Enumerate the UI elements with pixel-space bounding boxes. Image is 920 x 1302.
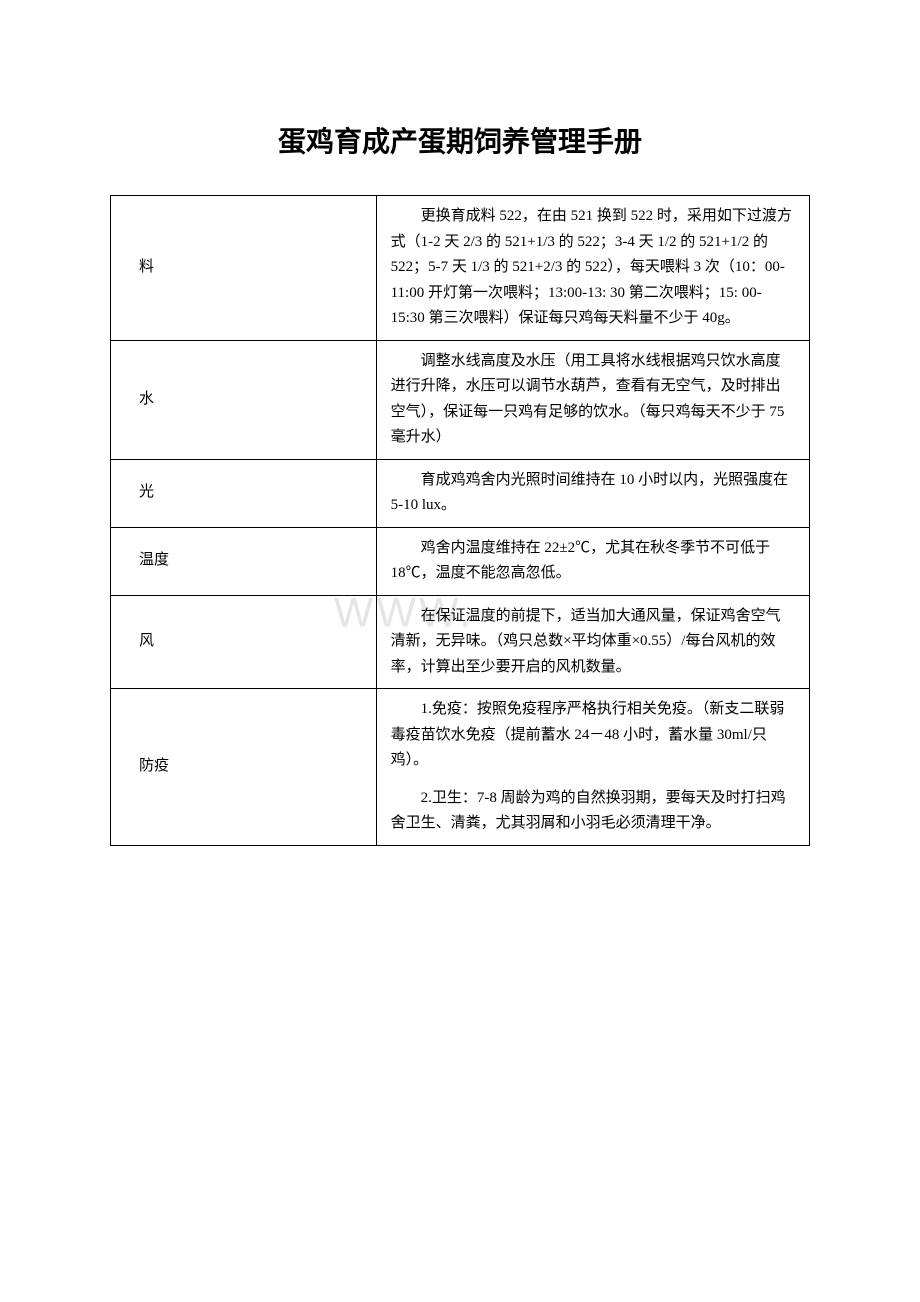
row-label: 光: [111, 459, 377, 527]
table-row: 防疫 1.免疫：按照免疫程序严格执行相关免疫。（新支二联弱毒疫苗饮水免疫（提前蓄…: [111, 689, 810, 846]
row-label: 防疫: [111, 689, 377, 846]
description-paragraph: 1.免疫：按照免疫程序严格执行相关免疫。（新支二联弱毒疫苗饮水免疫（提前蓄水 2…: [391, 697, 795, 774]
description-paragraph: 在保证温度的前提下，适当加大通风量，保证鸡舍空气清新，无异味。（鸡只总数×平均体…: [391, 604, 795, 681]
row-label: 风: [111, 595, 377, 689]
description-paragraph: 更换育成料 522，在由 521 换到 522 时，采用如下过渡方式（1-2 天…: [391, 204, 795, 332]
row-description: 育成鸡鸡舍内光照时间维持在 10 小时以内，光照强度在 5-10 lux。: [376, 459, 809, 527]
table-row: 水 调整水线高度及水压（用工具将水线根据鸡只饮水高度进行升降，水压可以调节水葫芦…: [111, 340, 810, 459]
row-description: 1.免疫：按照免疫程序严格执行相关免疫。（新支二联弱毒疫苗饮水免疫（提前蓄水 2…: [376, 689, 809, 846]
row-label: 温度: [111, 527, 377, 595]
row-description: 更换育成料 522，在由 521 换到 522 时，采用如下过渡方式（1-2 天…: [376, 196, 809, 341]
row-description: 鸡舍内温度维持在 22±2℃，尤其在秋冬季节不可低于 18℃，温度不能忽高忽低。: [376, 527, 809, 595]
table-row: 温度 鸡舍内温度维持在 22±2℃，尤其在秋冬季节不可低于 18℃，温度不能忽高…: [111, 527, 810, 595]
content-wrapper: 蛋鸡育成产蛋期饲养管理手册 料 更换育成料 522，在由 521 换到 522 …: [110, 120, 810, 846]
description-paragraph: 调整水线高度及水压（用工具将水线根据鸡只饮水高度进行升降，水压可以调节水葫芦，查…: [391, 349, 795, 451]
table-row: 光 育成鸡鸡舍内光照时间维持在 10 小时以内，光照强度在 5-10 lux。: [111, 459, 810, 527]
description-paragraph: 2.卫生：7-8 周龄为鸡的自然换羽期，要每天及时打扫鸡舍卫生、清粪，尤其羽屑和…: [391, 786, 795, 837]
row-description: 调整水线高度及水压（用工具将水线根据鸡只饮水高度进行升降，水压可以调节水葫芦，查…: [376, 340, 809, 459]
description-paragraph: 鸡舍内温度维持在 22±2℃，尤其在秋冬季节不可低于 18℃，温度不能忽高忽低。: [391, 536, 795, 587]
table-body: 料 更换育成料 522，在由 521 换到 522 时，采用如下过渡方式（1-2…: [111, 196, 810, 846]
management-table: 料 更换育成料 522，在由 521 换到 522 时，采用如下过渡方式（1-2…: [110, 195, 810, 846]
description-paragraph: 育成鸡鸡舍内光照时间维持在 10 小时以内，光照强度在 5-10 lux。: [391, 468, 795, 519]
row-description: 在保证温度的前提下，适当加大通风量，保证鸡舍空气清新，无异味。（鸡只总数×平均体…: [376, 595, 809, 689]
table-row: 料 更换育成料 522，在由 521 换到 522 时，采用如下过渡方式（1-2…: [111, 196, 810, 341]
table-row: 风 在保证温度的前提下，适当加大通风量，保证鸡舍空气清新，无异味。（鸡只总数×平…: [111, 595, 810, 689]
row-label: 料: [111, 196, 377, 341]
row-label: 水: [111, 340, 377, 459]
page-title: 蛋鸡育成产蛋期饲养管理手册: [110, 120, 810, 160]
